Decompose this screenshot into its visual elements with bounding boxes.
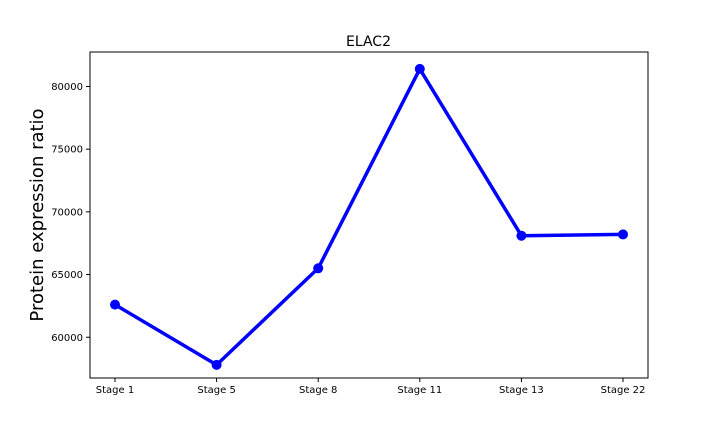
x-tick-label: Stage 11 [397, 385, 442, 396]
series-line [113, 67, 625, 367]
y-tick-label: 80000 [51, 82, 83, 93]
data-point-marker [618, 229, 628, 240]
y-axis-label: Protein expression ratio [27, 108, 48, 321]
y-tick-label: 60000 [51, 333, 83, 344]
data-point-marker [110, 299, 120, 310]
x-axis-ticks: Stage 1 Stage 5 Stage 8 Stage 11 Stage 13 Sta… [96, 378, 646, 396]
data-point-marker [414, 63, 425, 74]
data-point-marker [516, 230, 527, 241]
x-tick-label: Stage 22 [601, 385, 646, 396]
x-tick-label: Stage 1 [96, 385, 134, 396]
data-point-marker [211, 359, 222, 370]
x-tick-label: Stage 8 [299, 385, 337, 396]
data-point-marker [313, 263, 324, 274]
chart-title: ELAC2 [346, 34, 391, 50]
series-markers [110, 63, 628, 370]
y-tick-label: 75000 [51, 145, 83, 156]
x-tick-label: Stage 13 [499, 385, 544, 396]
plot-area-frame [89, 51, 649, 379]
x-tick-label: Stage 5 [197, 385, 235, 396]
y-tick-label: 65000 [51, 270, 83, 281]
y-axis-ticks: 60000 65000 70000 75000 80000 [51, 82, 90, 344]
y-tick-label: 70000 [51, 207, 83, 218]
